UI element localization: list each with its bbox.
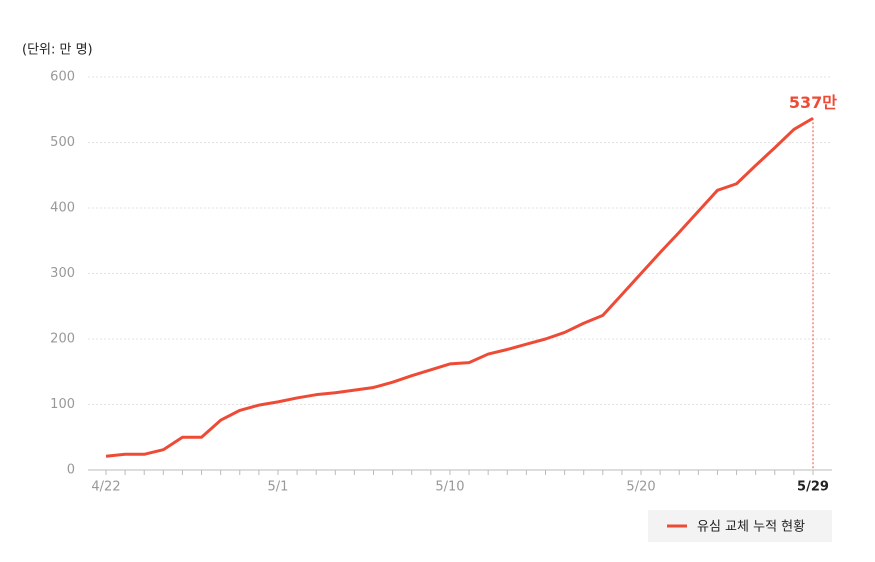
- x-tick-label: 5/20: [626, 480, 655, 495]
- y-tick-label: 600: [50, 70, 75, 85]
- x-tick-label: 5/1: [268, 480, 289, 495]
- unit-label: (단위: 만 명): [22, 43, 93, 58]
- value-label: 537만: [789, 93, 837, 112]
- y-tick-label: 0: [67, 463, 75, 478]
- x-tick-label: 5/29: [797, 480, 829, 495]
- x-tick-label: 4/22: [91, 480, 120, 495]
- series-line: [105, 116, 814, 458]
- y-tick-label: 400: [50, 201, 75, 216]
- y-tick-label: 200: [50, 332, 75, 347]
- legend-label: 유심 교체 누적 현황: [697, 520, 805, 535]
- y-tick-label: 300: [50, 266, 75, 281]
- y-tick-label: 100: [50, 397, 75, 412]
- y-tick-label: 500: [50, 135, 75, 150]
- x-tick-label: 5/10: [435, 480, 464, 495]
